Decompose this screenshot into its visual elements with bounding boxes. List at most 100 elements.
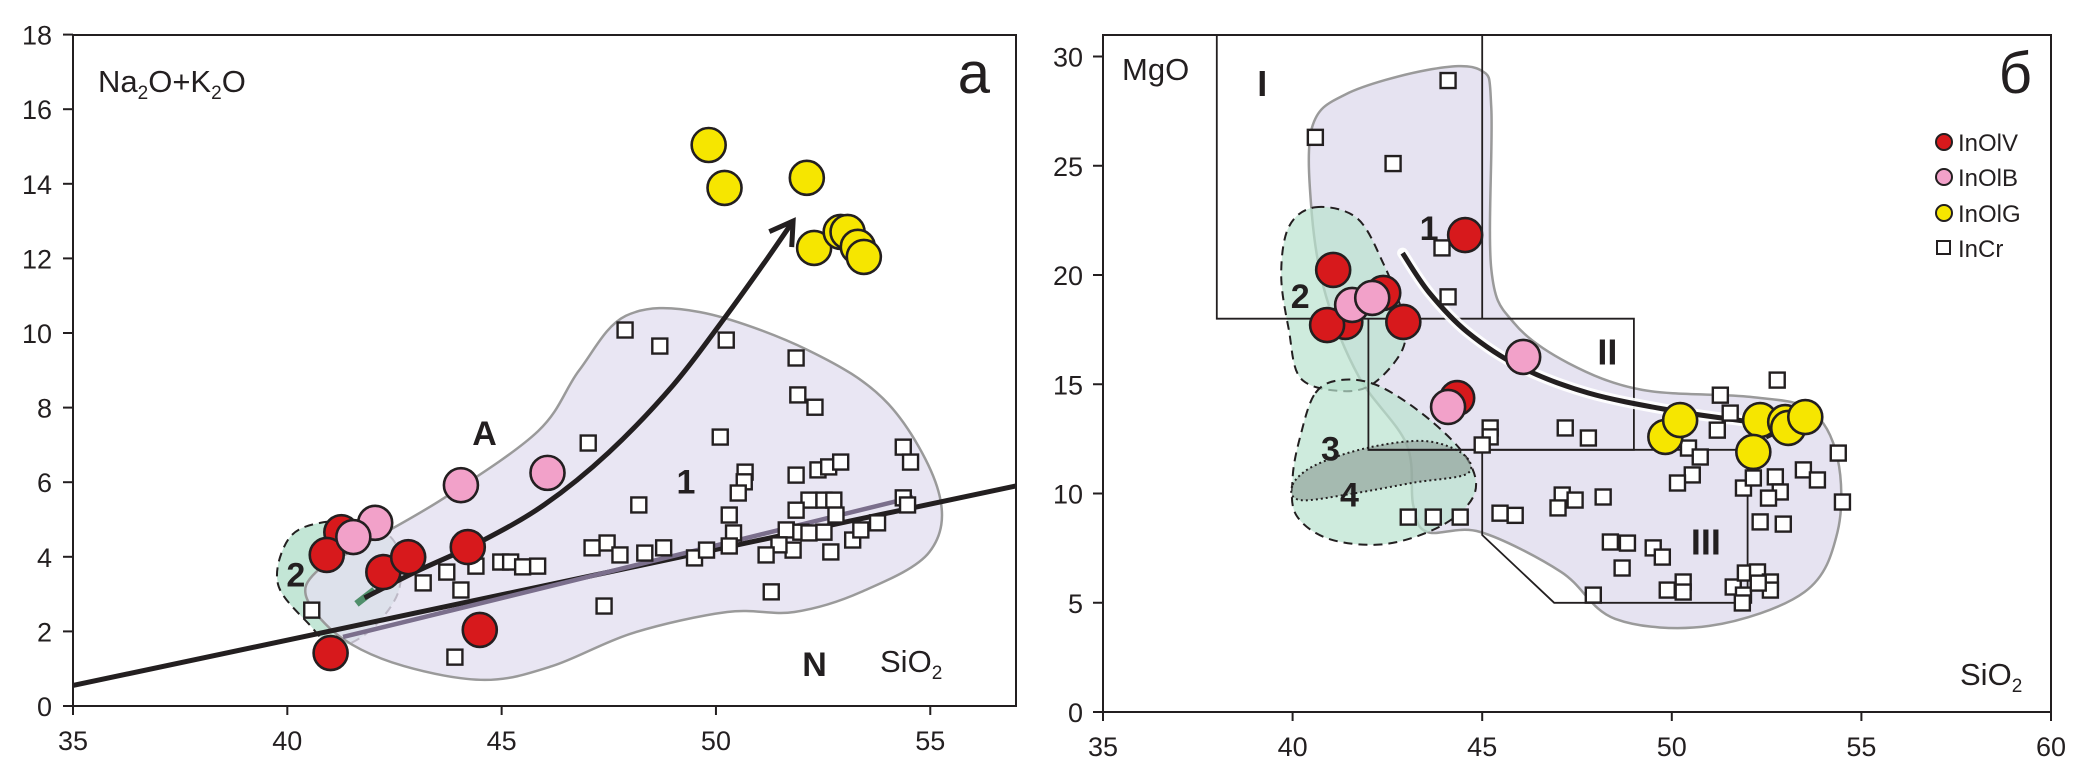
- point-inolv: [1308, 306, 1346, 344]
- point-incr: [1711, 386, 1730, 404]
- field-label: A: [472, 415, 497, 453]
- evolution-arrow: [363, 219, 796, 601]
- point-inolg: [690, 126, 727, 164]
- point-incr: [1584, 586, 1603, 604]
- x-tick-label: 50: [701, 726, 731, 756]
- point-inolb: [1429, 388, 1467, 426]
- x-tick-label: 45: [487, 726, 517, 756]
- point-incr: [1708, 421, 1727, 439]
- point-inolv: [1446, 216, 1484, 254]
- x-tick-label: 40: [1278, 732, 1308, 762]
- labels: A N 1 2: [286, 415, 826, 684]
- point-incr: [852, 521, 870, 539]
- point-incr: [789, 386, 807, 404]
- point-inolv: [389, 538, 427, 576]
- point-inolg: [1735, 433, 1772, 471]
- point-incr: [1433, 239, 1451, 257]
- plot-frame: [72, 34, 1017, 707]
- x-tick-label: 50: [1657, 732, 1687, 762]
- field-label: N: [802, 646, 827, 684]
- y-axis-title: Na2O+K2O: [98, 64, 246, 104]
- point-incr: [770, 536, 788, 554]
- point-incr: [827, 506, 845, 524]
- y-tick-label: 10: [22, 319, 52, 349]
- y-axis-title: MgO: [1122, 52, 1189, 87]
- x-axis-title: SiO2: [880, 644, 942, 684]
- point-incr: [784, 541, 802, 559]
- point-inolv: [1314, 251, 1352, 289]
- y-tick-label: 25: [1053, 152, 1083, 182]
- point-incr: [651, 337, 669, 355]
- point-incr: [868, 514, 887, 532]
- field-label: 4: [1340, 477, 1359, 515]
- x-tick-label: 40: [272, 726, 302, 756]
- point-incr: [1566, 491, 1584, 509]
- y-tick-label: 15: [1053, 370, 1083, 400]
- point-incr: [831, 453, 850, 471]
- point-inolv: [461, 611, 499, 649]
- x-tick-label: 45: [1467, 732, 1497, 762]
- point-inolb: [1504, 338, 1542, 376]
- point-incr: [1306, 128, 1325, 147]
- point-incr: [1768, 371, 1786, 389]
- classification-field-boundary: [1215, 34, 1635, 451]
- legend-label-inolb: InOlB: [1958, 165, 2018, 192]
- legend-marker-inolv: [1935, 133, 1953, 151]
- point-inolv: [1385, 303, 1422, 341]
- point-incr: [1439, 71, 1457, 90]
- legend-marker-inolg: [1935, 204, 1953, 222]
- trend-line: [342, 494, 914, 640]
- legend-label-inolg: InOlG: [1958, 201, 2021, 228]
- point-incr: [452, 581, 470, 599]
- y-tick-label: 12: [22, 244, 52, 274]
- point-incr: [1691, 448, 1709, 466]
- field-regions: [1280, 64, 1843, 630]
- point-incr: [636, 544, 654, 562]
- point-incr: [800, 524, 818, 542]
- x-tick-label: 55: [915, 726, 945, 756]
- panel-label: a: [958, 41, 991, 106]
- point-incr: [720, 537, 738, 555]
- field-label: 1: [1420, 210, 1439, 248]
- point-inolg: [845, 238, 883, 276]
- reference-lines: [72, 217, 1017, 688]
- point-incr: [616, 321, 634, 339]
- point-incr: [787, 466, 805, 484]
- point-incr: [446, 648, 464, 666]
- field-label: 1: [676, 463, 695, 501]
- point-incr: [1613, 559, 1631, 577]
- point-incr: [1491, 504, 1509, 522]
- legend-marker-inolb: [1935, 168, 1953, 186]
- point-incr: [901, 453, 920, 471]
- roman-field-label: III: [1691, 522, 1721, 563]
- point-incr: [1833, 493, 1852, 511]
- data-points: [303, 126, 920, 672]
- y-tick-label: 6: [37, 468, 52, 498]
- point-incr: [1653, 548, 1672, 566]
- point-incr: [1749, 574, 1767, 592]
- point-inolb: [335, 518, 372, 556]
- point-inolv: [308, 536, 346, 574]
- y-tick-label: 5: [1068, 589, 1083, 619]
- y-tick-label: 0: [37, 692, 52, 722]
- point-incr: [806, 398, 824, 416]
- point-incr: [1579, 429, 1598, 447]
- point-incr: [1549, 499, 1567, 517]
- point-inolv: [449, 528, 487, 566]
- point-incr: [1794, 461, 1813, 479]
- y-tick-label: 0: [1068, 698, 1083, 728]
- point-incr: [438, 563, 456, 581]
- point-inolv: [312, 634, 349, 672]
- point-incr: [825, 491, 843, 509]
- point-incr: [717, 331, 735, 349]
- point-incr: [1733, 594, 1752, 612]
- point-incr: [1506, 506, 1524, 525]
- point-incr: [1744, 469, 1763, 487]
- point-incr: [583, 539, 601, 557]
- arrow-head: [768, 217, 796, 248]
- point-inolg: [1786, 398, 1824, 436]
- x-tick-label: 35: [1088, 732, 1118, 762]
- legend: InOlV InOlB InOlG InCr: [1935, 130, 2021, 263]
- x-tick-label: 60: [2036, 732, 2066, 762]
